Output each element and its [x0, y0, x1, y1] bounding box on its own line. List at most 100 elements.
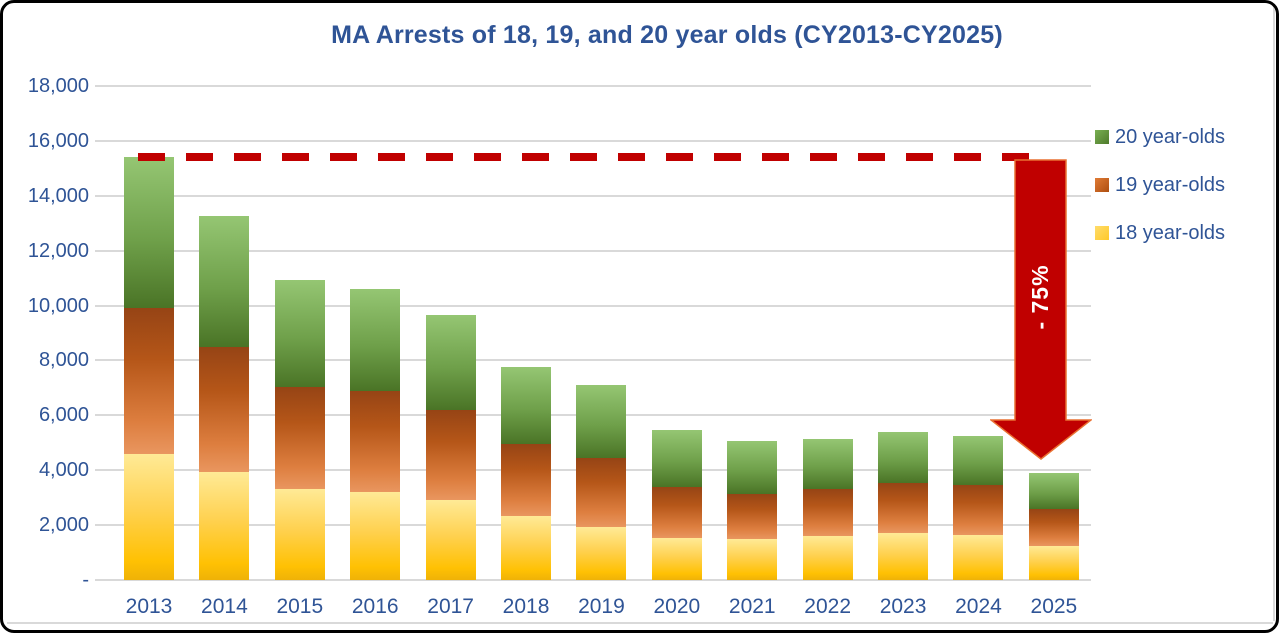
decline-arrow: - 75% — [990, 159, 1092, 460]
y-tick-label: 6,000 — [38, 404, 89, 427]
y-axis: 18,000 16,000 14,000 12,000 10,000 8,000 6,000… — [9, 75, 89, 591]
x-tick-label: 2023 — [879, 595, 927, 618]
bar-segment-19-year-olds — [425, 409, 476, 501]
y-tick-label: 16,000 — [27, 129, 89, 152]
bar-segment-19-year-olds — [576, 457, 627, 527]
bar-group-2023: 2023 — [878, 86, 929, 618]
bar-segment-20-year-olds — [274, 279, 325, 387]
bar-segment-20-year-olds — [727, 441, 778, 494]
bar-group-2021: 2021 — [727, 86, 778, 618]
bar-segment-18-year-olds — [802, 536, 853, 580]
bar-group-2016: 2016 — [350, 86, 401, 618]
bar-segment-18-year-olds — [953, 534, 1004, 580]
gridline — [95, 359, 1091, 362]
bar-segment-18-year-olds — [425, 500, 476, 580]
bar-segment-20-year-olds — [350, 289, 401, 391]
decline-arrow-shape — [990, 159, 1092, 460]
bar-group-2018: 2018 — [501, 86, 552, 618]
x-tick-label: 2019 — [578, 595, 625, 618]
bar-segment-19-year-olds — [274, 386, 325, 490]
x-tick-label: 2024 — [955, 595, 1002, 618]
bar-segment-18-year-olds — [124, 453, 174, 580]
bar-segment-19-year-olds — [501, 444, 552, 516]
bar-segment-19-year-olds — [124, 308, 174, 454]
bar-segment-18-year-olds — [274, 489, 325, 580]
bar-segment-19-year-olds — [802, 489, 853, 537]
bar-segment-19-year-olds — [1028, 508, 1079, 546]
legend-label: 18 year-olds — [1115, 221, 1226, 244]
x-tick-label: 2016 — [351, 595, 399, 618]
gridline — [95, 194, 1091, 197]
gridline — [95, 579, 1091, 581]
bar-segment-18-year-olds — [199, 471, 250, 580]
x-tick-label: 2022 — [804, 595, 852, 618]
bar-segment-20-year-olds — [953, 435, 1004, 486]
legend-item-19-year-olds: 19 year-olds — [1095, 173, 1226, 196]
bar-segment-20-year-olds — [576, 385, 627, 458]
bar-segment-20-year-olds — [878, 431, 929, 483]
bar-segment-20-year-olds — [501, 367, 552, 445]
gridline — [95, 304, 1091, 307]
chart-frame-right-edge — [1273, 7, 1275, 621]
bar-segment-18-year-olds — [350, 492, 401, 580]
bar-segment-19-year-olds — [651, 486, 702, 538]
y-tick-label: 14,000 — [27, 184, 89, 207]
legend-label: 19 year-olds — [1115, 173, 1226, 196]
legend: 20 year-olds 19 year-olds 18 year-olds — [1095, 125, 1226, 271]
bar-group-2014: 2014 — [199, 86, 250, 618]
x-tick-label: 2014 — [201, 595, 248, 618]
bar-segment-18-year-olds — [651, 537, 702, 580]
gridline — [95, 85, 1091, 87]
y-tick-label: 4,000 — [38, 459, 89, 482]
legend-label: 20 year-olds — [1115, 125, 1226, 148]
bar-group-2015: 2015 — [274, 86, 325, 618]
legend-item-18-year-olds: 18 year-olds — [1095, 221, 1226, 244]
bar-group-2024: 2024 — [953, 86, 1004, 618]
legend-swatch-green-icon — [1095, 130, 1109, 144]
bar-segment-18-year-olds — [727, 538, 778, 580]
x-tick-label: 2015 — [276, 595, 324, 618]
bar-segment-19-year-olds — [878, 482, 929, 534]
bar-group-2025: 2025 — [1028, 86, 1079, 618]
y-tick-label: 8,000 — [38, 349, 89, 372]
y-tick-label: 18,000 — [27, 75, 89, 97]
x-tick-label: 2021 — [728, 595, 776, 618]
y-tick-label: 10,000 — [27, 294, 89, 317]
arrow-label: - 75% — [1027, 264, 1053, 329]
y-tick-label: 12,000 — [27, 239, 89, 262]
bar-segment-19-year-olds — [199, 346, 250, 472]
y-tick-label: 2,000 — [38, 514, 89, 537]
bar-segment-19-year-olds — [953, 485, 1004, 535]
y-tick-label: - — [82, 569, 89, 591]
bar-segment-20-year-olds — [199, 216, 250, 347]
bar-segment-19-year-olds — [727, 493, 778, 539]
bar-segment-20-year-olds — [124, 157, 174, 309]
legend-swatch-yellow-icon — [1095, 226, 1109, 240]
chart-title: MA Arrests of 18, 19, and 20 year olds (… — [331, 21, 1003, 49]
chart-frame-bottom-edge — [7, 622, 1273, 624]
gridline — [95, 249, 1091, 252]
bar-segment-18-year-olds — [501, 515, 552, 580]
x-tick-label: 2020 — [653, 595, 701, 618]
bar-segment-18-year-olds — [1028, 545, 1079, 580]
gridline — [95, 139, 1091, 142]
bar-segment-20-year-olds — [651, 430, 702, 487]
dashed-reference-line — [138, 153, 1040, 161]
x-tick-label: 2013 — [125, 595, 173, 618]
bar-segment-20-year-olds — [802, 438, 853, 490]
x-tick-label: 2018 — [502, 595, 550, 618]
legend-swatch-orange-icon — [1095, 178, 1109, 192]
x-tick-label: 2017 — [427, 595, 474, 618]
bars-container: 2013 2014 2015 2016 2017 2018 2019 2020 2021 2022… — [124, 86, 1079, 618]
bar-segment-18-year-olds — [878, 533, 929, 580]
bar-group-2017: 2017 — [425, 86, 476, 618]
legend-item-20-year-olds: 20 year-olds — [1095, 125, 1226, 148]
bar-group-2019: 2019 — [576, 86, 627, 618]
bar-group-2013: 2013 — [124, 86, 174, 618]
bar-segment-18-year-olds — [576, 526, 627, 580]
bar-segment-19-year-olds — [350, 390, 401, 493]
x-tick-label: 2025 — [1030, 595, 1078, 618]
bar-segment-20-year-olds — [1028, 473, 1079, 509]
bar-group-2020: 2020 — [651, 86, 702, 618]
